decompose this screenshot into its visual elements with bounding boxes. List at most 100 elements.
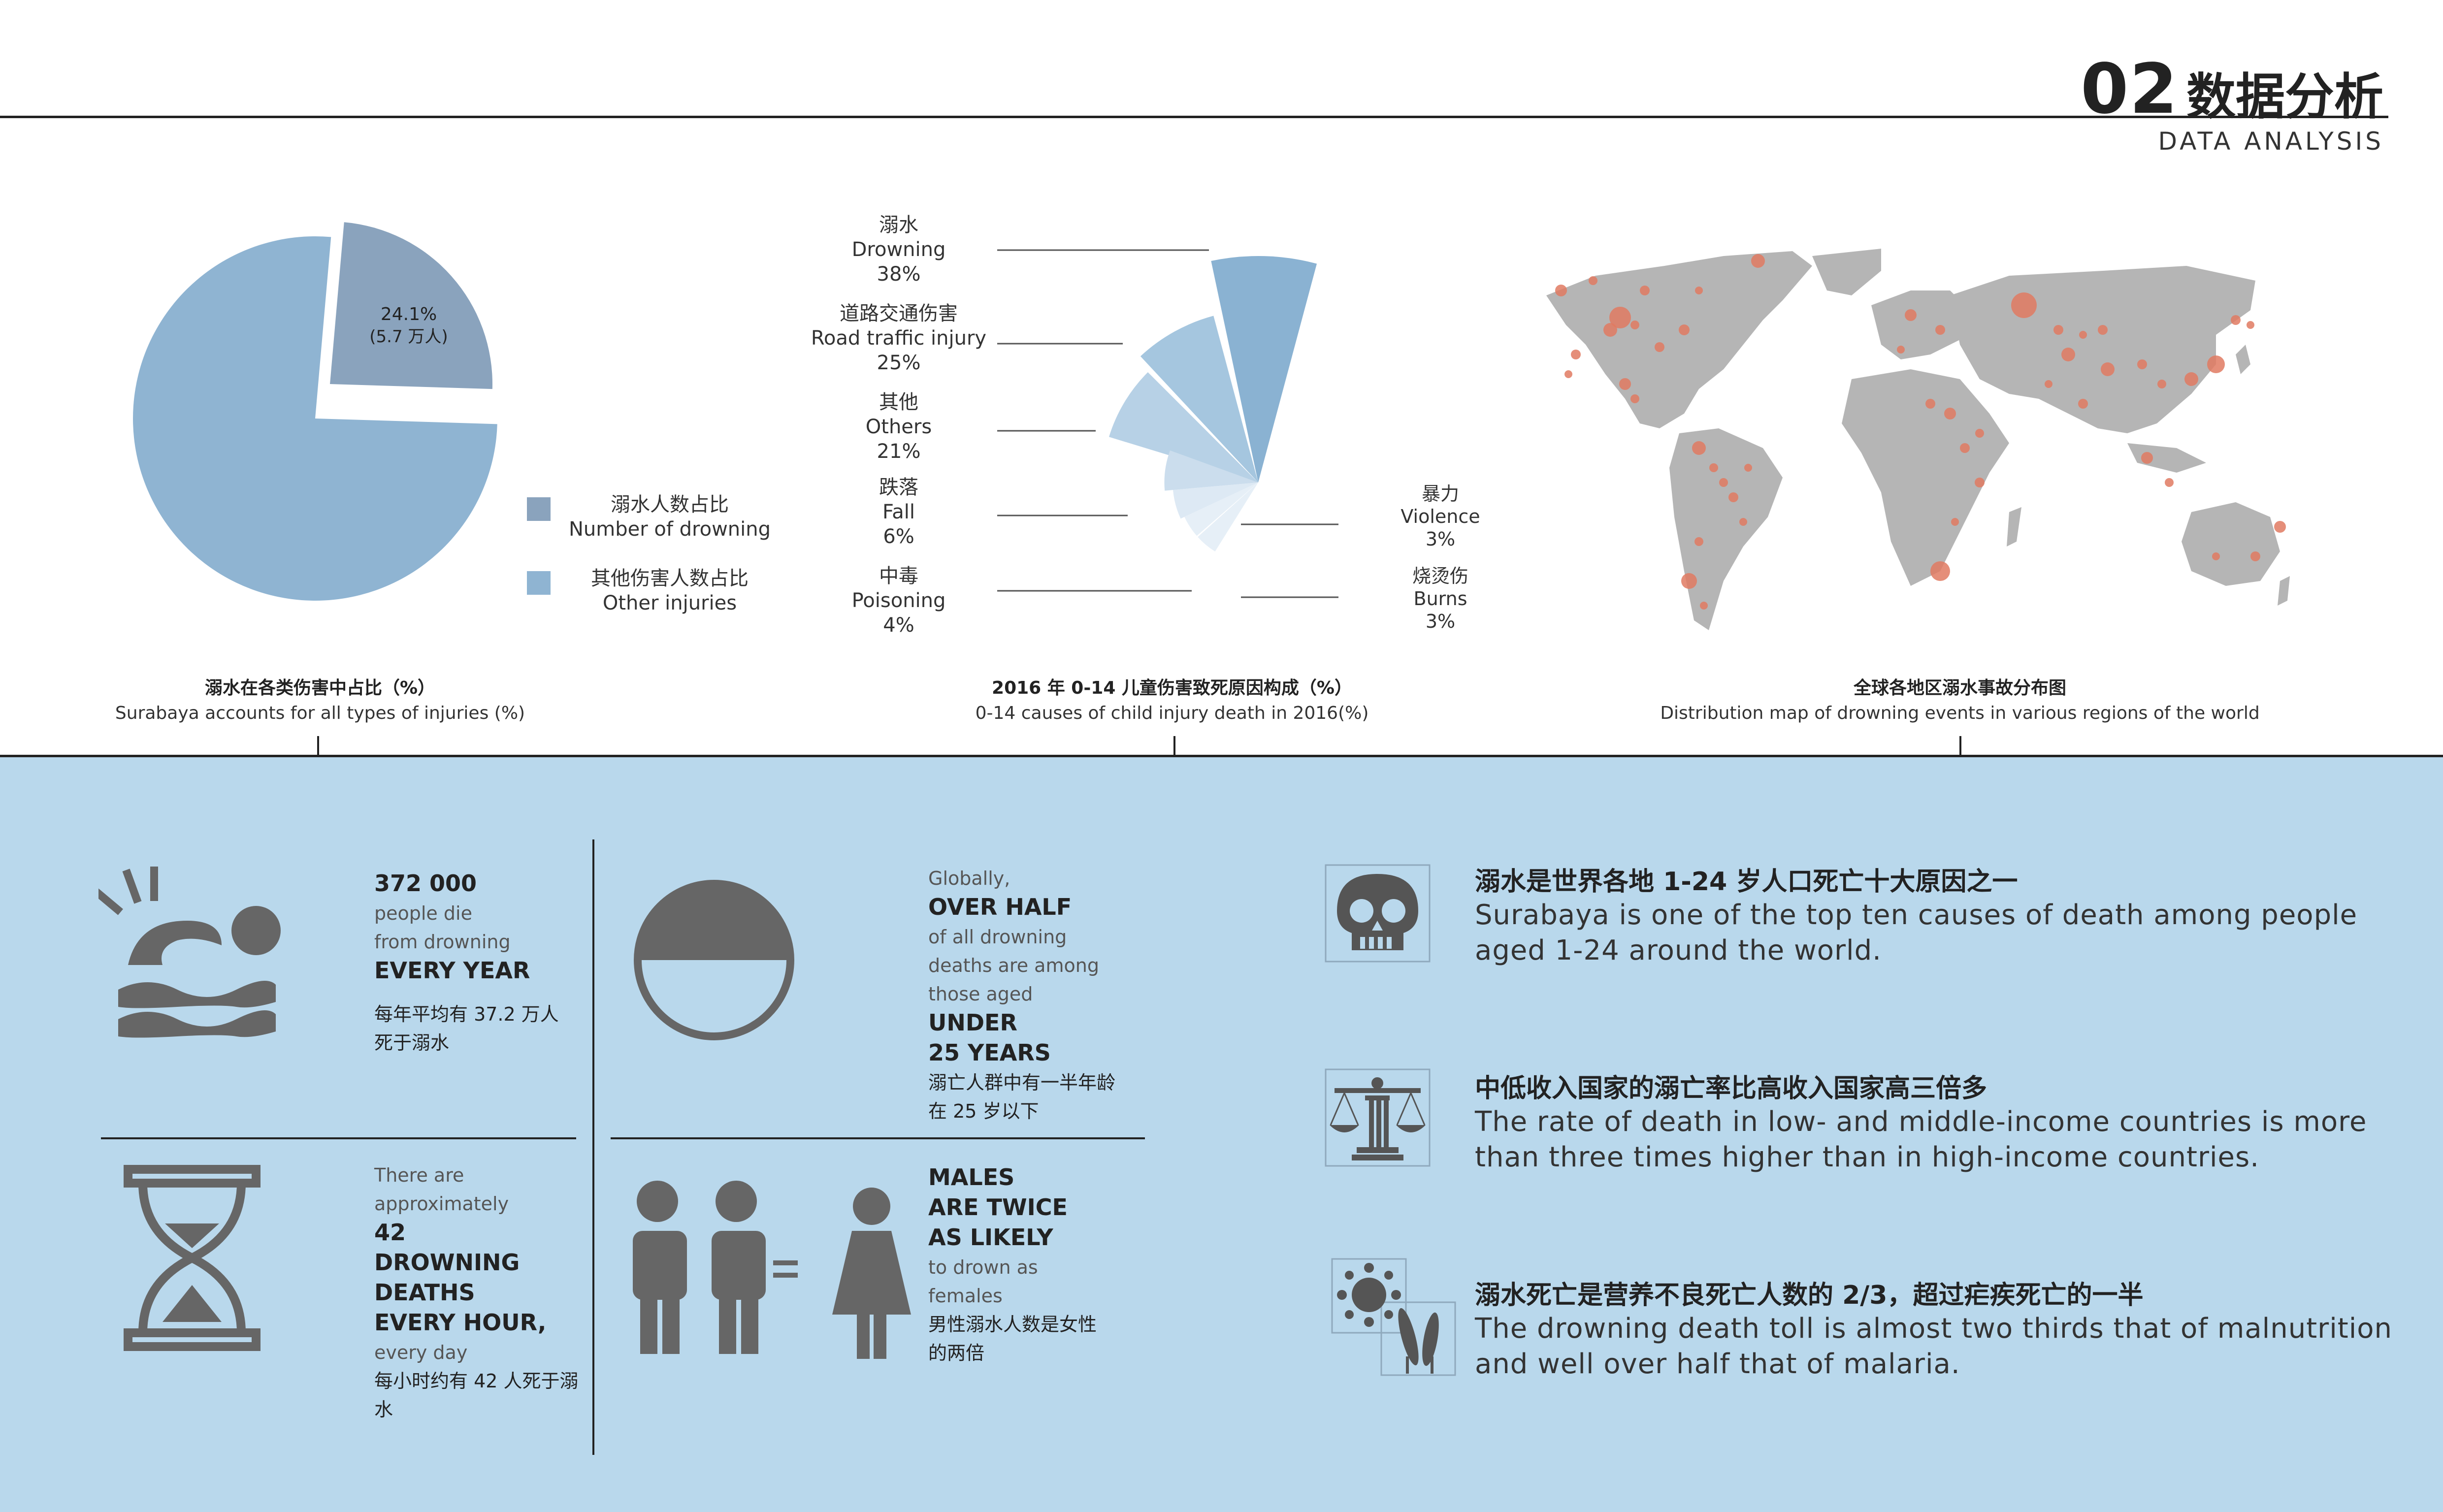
male-female-icon <box>633 1181 911 1359</box>
label-en: Violence <box>1401 506 1480 527</box>
event-dot <box>1975 478 1985 487</box>
event-dot <box>1619 378 1631 390</box>
fact-1: 溺水是世界各地 1-24 岁人口死亡十大原因之一 Surabaya is one… <box>1475 861 2401 968</box>
stat-text: Globally, <box>928 868 1010 889</box>
skull-icon <box>1325 864 1431 963</box>
event-dot <box>1975 429 1984 438</box>
australia <box>2182 502 2280 586</box>
fan-label-others: 其他 Others 21% <box>788 390 1010 464</box>
pie-slice-drowning <box>330 222 492 389</box>
stat-text: of all drowning <box>928 926 1067 948</box>
event-dot <box>2212 552 2220 560</box>
label-en: Others <box>865 416 932 438</box>
stats-panel <box>0 756 2443 1512</box>
fact-en: The drowning death toll is almost two th… <box>1475 1313 2393 1345</box>
event-dot <box>1694 537 1703 546</box>
fact-cn: 中低收入国家的溺亡率比高收入国家高三倍多 <box>1475 1074 1987 1103</box>
japan <box>2236 345 2250 374</box>
event-dot <box>1905 309 1917 321</box>
event-dot <box>2141 452 2153 464</box>
chart2-title: 2016 年 0-14 儿童伤害致死原因构成（%） <box>992 678 1352 698</box>
north-america <box>1546 251 1812 428</box>
label-pct: 3% <box>1425 528 1456 550</box>
event-dot <box>1728 492 1738 502</box>
fact-en: The rate of death in low- and middle-inc… <box>1475 1106 2367 1138</box>
stat-highlight: EVERY YEAR <box>374 957 530 984</box>
stat-yearly: 372 000 people die from drowning EVERY Y… <box>374 869 581 1057</box>
hourglass-icon <box>124 1165 261 1351</box>
event-dot <box>1700 602 1708 610</box>
event-dot <box>1935 325 1945 335</box>
fact-cn: 溺水死亡是营养不良死亡人数的 2/3，超过疟疾死亡的一半 <box>1475 1281 2144 1310</box>
event-dot <box>2011 292 2037 318</box>
stat-text: people die <box>374 902 472 924</box>
map-subtitle: Distribution map of drowning events in v… <box>1660 703 2260 723</box>
panel-top-rule <box>0 755 2443 757</box>
label-pct: 4% <box>883 614 914 637</box>
fact-2: 中低收入国家的溺亡率比高收入国家高三倍多 The rate of death i… <box>1475 1067 2401 1175</box>
event-dot <box>2274 521 2286 533</box>
fact-en: Surabaya is one of the top ten causes of… <box>1475 899 2358 931</box>
event-dot <box>1739 518 1747 526</box>
event-dot <box>2045 380 2052 388</box>
stat-text: from drowning <box>374 931 511 953</box>
world-map <box>1546 249 2290 630</box>
legend-item-other: 其他伤害人数占比 Other injuries <box>556 566 783 615</box>
stat-cn: 每年平均有 37.2 万人 <box>374 1003 559 1025</box>
horizontal-divider-left <box>101 1137 576 1139</box>
event-dot <box>1951 518 1959 526</box>
label-cn: 暴力 <box>1421 483 1459 505</box>
legend-label-en: Number of drowning <box>568 518 771 541</box>
event-dot <box>1630 394 1639 403</box>
stat-highlight: MALES <box>928 1164 1015 1190</box>
event-dot <box>2053 325 2063 335</box>
stat-males: MALES ARE TWICE AS LIKELY to drown as fe… <box>928 1163 1145 1367</box>
chart2-subtitle: 0-14 causes of child injury death in 201… <box>975 703 1369 723</box>
scales-icon <box>1325 1068 1431 1167</box>
pie-value-label: 24.1% <box>381 304 437 324</box>
legend-item-drowning: 溺水人数占比 Number of drowning <box>556 492 783 542</box>
label-en: Burns <box>1413 588 1467 610</box>
label-pct: 25% <box>877 352 921 374</box>
event-dot <box>1564 370 1572 378</box>
event-dot <box>1751 254 1765 268</box>
fan-label-violence: 暴力 Violence 3% <box>1364 483 1517 550</box>
event-dot <box>2098 325 2108 335</box>
fact-en: and well over half that of malaria. <box>1475 1348 1960 1380</box>
stat-text: every day <box>374 1342 468 1363</box>
event-dot <box>1603 323 1617 337</box>
event-dot <box>1571 350 1581 359</box>
chart1-caption: 溺水在各类伤害中占比（%） Surabaya accounts for all … <box>69 674 571 723</box>
chart1-title: 溺水在各类伤害中占比（%） <box>204 678 436 698</box>
event-dot <box>2231 315 2241 325</box>
event-dot <box>1695 287 1703 294</box>
event-dot <box>1960 443 1970 453</box>
stat-cn: 在 25 岁以下 <box>928 1100 1039 1122</box>
caption-tick <box>1959 736 1961 756</box>
stat-highlight: OVER HALF <box>928 894 1072 920</box>
chart2-caption: 2016 年 0-14 儿童伤害致死原因构成（%） 0-14 causes of… <box>877 674 1467 723</box>
label-cn: 道路交通伤害 <box>840 302 958 325</box>
stat-hourly: There are approximately 42 DROWNING DEAT… <box>374 1161 581 1424</box>
fan-slice-road-traffic-injury <box>1140 316 1258 483</box>
stat-cn: 死于溺水 <box>374 1032 450 1054</box>
stat-under-25: Globally, OVER HALF of all drowning deat… <box>928 864 1145 1126</box>
label-pct: 6% <box>883 525 914 548</box>
pie-slice-other <box>132 236 497 601</box>
event-dot <box>1944 408 1956 419</box>
new-zealand <box>2278 576 2290 606</box>
event-dot <box>1681 573 1697 589</box>
stat-highlight: AS LIKELY <box>928 1224 1053 1251</box>
event-dot <box>2250 551 2260 561</box>
drowning-event-dots <box>1555 254 2286 610</box>
greenland <box>1812 249 1881 295</box>
event-dot <box>1744 464 1752 472</box>
stat-highlight: DROWNING <box>374 1249 520 1276</box>
stat-cn: 水 <box>374 1399 393 1420</box>
pie-value-label-2: (5.7 万人) <box>369 327 448 347</box>
europe <box>1871 290 1970 359</box>
child-injury-fan-chart <box>997 249 1338 598</box>
legend-label-cn: 其他伤害人数占比 <box>591 567 749 590</box>
stat-highlight: 25 YEARS <box>928 1039 1051 1066</box>
event-dot <box>1609 307 1631 328</box>
